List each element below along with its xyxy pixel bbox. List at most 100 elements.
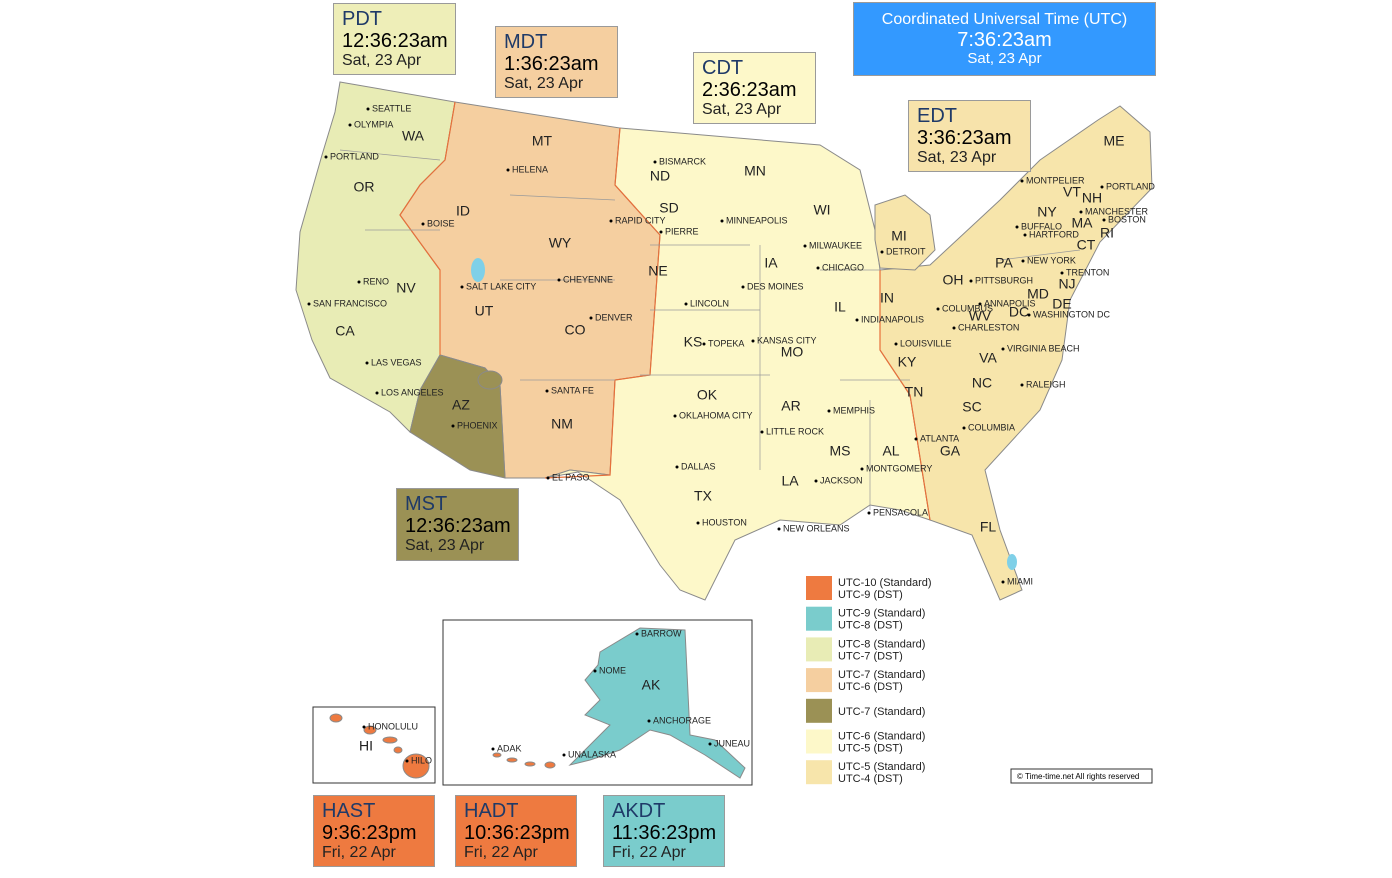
legend-label: UTC-8 (Standard) bbox=[838, 638, 925, 650]
state-label: DE bbox=[1052, 296, 1071, 312]
zone-border bbox=[399, 101, 456, 355]
city-dot bbox=[952, 326, 956, 330]
zone-time: 1:36:23am bbox=[504, 53, 599, 75]
legend-label: UTC-9 (Standard) bbox=[838, 608, 925, 620]
city-label: SEATTLE bbox=[372, 103, 411, 113]
city-label: COLUMBUS bbox=[942, 303, 993, 313]
city-label: MEMPHIS bbox=[833, 405, 875, 415]
zone-date: Sat, 23 Apr bbox=[342, 52, 422, 69]
city-dot bbox=[1102, 218, 1106, 222]
copyright: © Time-time.net All rights reserved bbox=[1017, 772, 1139, 781]
zone-time: 11:36:23pm bbox=[612, 822, 717, 844]
reservation bbox=[477, 370, 503, 390]
city-dot bbox=[451, 424, 455, 428]
city-dot bbox=[460, 285, 464, 289]
state-label: MA bbox=[1072, 215, 1094, 231]
state-label: OR bbox=[354, 179, 375, 195]
legend-swatch bbox=[806, 668, 832, 693]
city-dot bbox=[702, 342, 706, 346]
legend-swatch bbox=[806, 576, 832, 600]
state-label: TX bbox=[694, 488, 713, 504]
city-label: OLYMPIA bbox=[354, 119, 393, 129]
state-label: WY bbox=[549, 235, 572, 251]
zone-box: CDT 2:36:23am Sat, 23 Apr bbox=[693, 52, 816, 124]
city-label: VIRGINIA BEACH bbox=[1007, 343, 1080, 353]
legend-swatch bbox=[806, 606, 832, 631]
city-dot bbox=[362, 725, 366, 729]
city-dot bbox=[557, 278, 561, 282]
state-label: DC bbox=[1009, 304, 1029, 320]
city-label: ADAK bbox=[497, 743, 522, 753]
zone-time: 9:36:23pm bbox=[322, 822, 417, 844]
state-label: OH bbox=[943, 272, 964, 288]
zone-abbr: MDT bbox=[504, 31, 548, 53]
legend-label: UTC-5 (Standard) bbox=[838, 761, 925, 773]
city-label: RENO bbox=[363, 276, 389, 286]
city-dot bbox=[593, 669, 597, 673]
city-dot bbox=[816, 266, 820, 270]
state-label: MT bbox=[532, 133, 553, 149]
state-label: NJ bbox=[1058, 276, 1075, 292]
zone-abbr: HADT bbox=[464, 800, 519, 822]
state-label: NY bbox=[1037, 204, 1057, 220]
city-label: ANNAPOLIS bbox=[984, 298, 1036, 308]
city-label: KANSAS CITY bbox=[757, 335, 817, 345]
state-label: MI bbox=[891, 228, 907, 244]
city-label: LITTLE ROCK bbox=[766, 426, 824, 436]
city-label: PHOENIX bbox=[457, 420, 498, 430]
city-dot bbox=[1015, 225, 1019, 229]
city-dot bbox=[546, 476, 550, 480]
state-label: ND bbox=[650, 168, 670, 184]
city-label: PENSACOLA bbox=[873, 507, 928, 517]
city-dot bbox=[653, 160, 657, 164]
zone-box: AKDT 11:36:23pm Fri, 22 Apr bbox=[603, 795, 725, 867]
city-label: BARROW bbox=[641, 628, 682, 638]
city-dot bbox=[814, 479, 818, 483]
zone-abbr: PDT bbox=[342, 8, 382, 30]
legend-label: UTC-4 (DST) bbox=[838, 773, 903, 785]
legend-label: UTC-7 (DST) bbox=[838, 650, 903, 662]
state-label: MO bbox=[781, 344, 804, 360]
state-label: AZ bbox=[452, 397, 470, 413]
city-label: SAN FRANCISCO bbox=[313, 298, 387, 308]
state-label: NH bbox=[1082, 190, 1102, 206]
city-dot bbox=[936, 307, 940, 311]
city-dot bbox=[741, 285, 745, 289]
city-label: ANCHORAGE bbox=[653, 715, 711, 725]
state-label: NC bbox=[972, 375, 992, 391]
city-dot bbox=[675, 465, 679, 469]
zone-box: MDT 1:36:23am Sat, 23 Apr bbox=[495, 26, 618, 98]
city-dot bbox=[684, 302, 688, 306]
legend-label: UTC-6 (DST) bbox=[838, 681, 903, 693]
state-label: OK bbox=[697, 387, 718, 403]
state-label: LA bbox=[781, 473, 799, 489]
city-label: TRENTON bbox=[1066, 267, 1109, 277]
state-label: CT bbox=[1077, 237, 1096, 253]
city-dot bbox=[589, 316, 593, 320]
city-label: HELENA bbox=[512, 164, 548, 174]
city-dot bbox=[1021, 259, 1025, 263]
city-dot bbox=[720, 219, 724, 223]
state-label: UT bbox=[475, 303, 494, 319]
city-dot bbox=[1060, 271, 1064, 275]
zone-abbr: MST bbox=[405, 493, 448, 515]
city-label: RAPID CITY bbox=[615, 215, 666, 225]
zone-time: 2:36:23am bbox=[702, 79, 797, 101]
city-dot bbox=[978, 302, 982, 306]
city-dot bbox=[1020, 383, 1024, 387]
city-dot bbox=[405, 759, 409, 763]
city-label: RALEIGH bbox=[1026, 379, 1066, 389]
zone-date: Sat, 23 Apr bbox=[702, 101, 782, 118]
city-dot bbox=[760, 430, 764, 434]
city-dot bbox=[880, 250, 884, 254]
city-dot bbox=[366, 107, 370, 111]
lake bbox=[471, 258, 485, 282]
city-dot bbox=[860, 467, 864, 471]
city-label: JACKSON bbox=[820, 475, 863, 485]
city-label: CHARLESTON bbox=[958, 322, 1019, 332]
city-label: NEW YORK bbox=[1027, 255, 1076, 265]
state-borders bbox=[339, 149, 1081, 510]
zone-time: 12:36:23am bbox=[342, 30, 448, 52]
utc-time: 7:36:23am bbox=[957, 28, 1052, 51]
